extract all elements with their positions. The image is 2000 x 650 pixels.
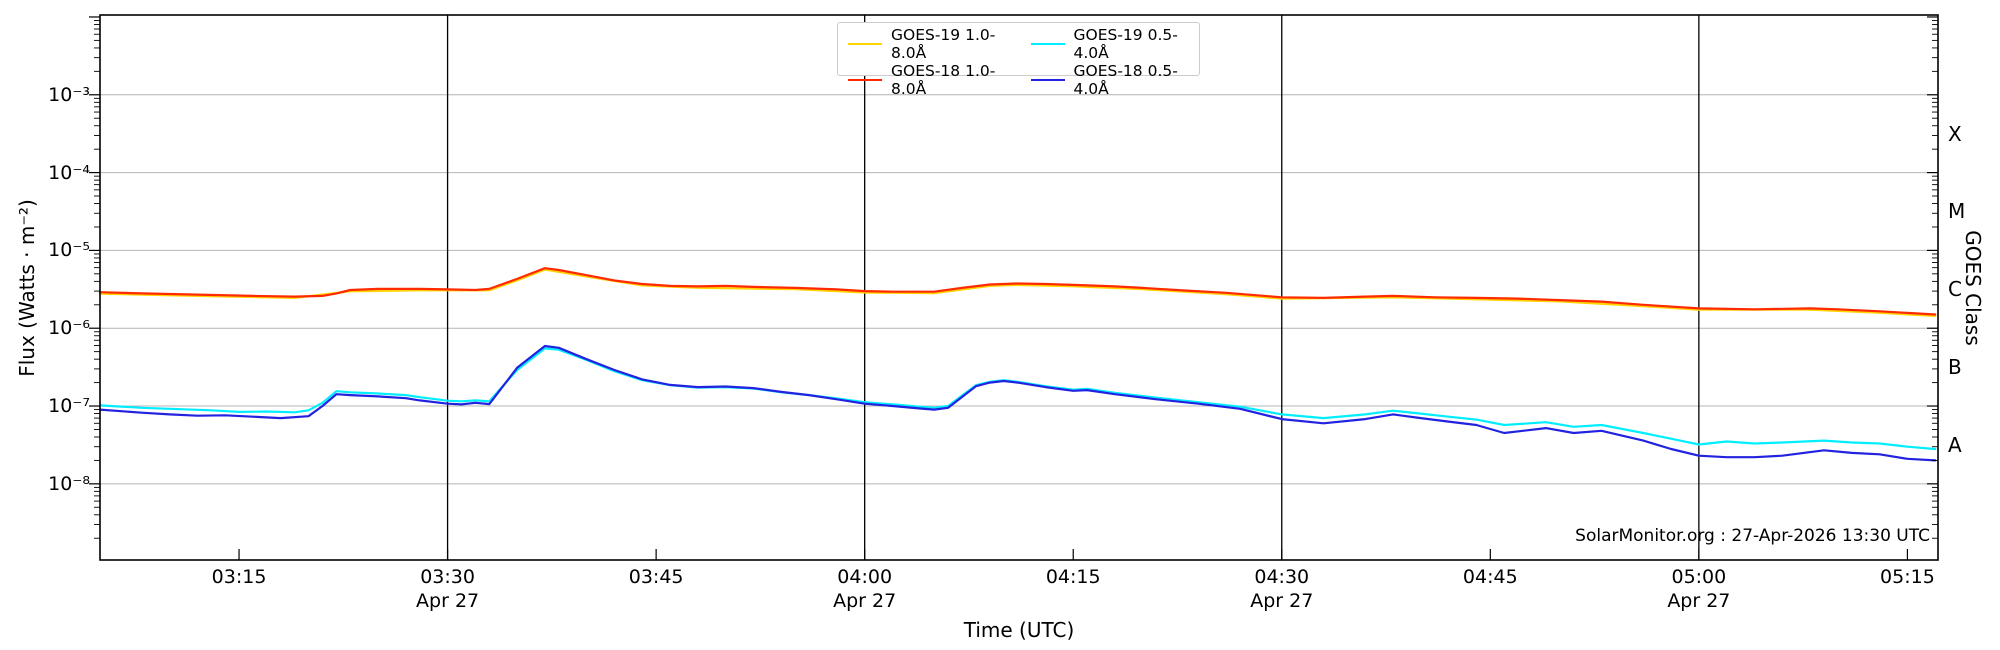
x-tick-label: 05:00 xyxy=(1671,566,1727,588)
legend-item-goes19-short: GOES-19 0.5-4.0Å xyxy=(1030,26,1190,62)
legend-label: GOES-18 1.0-8.0Å xyxy=(891,62,996,98)
goes-class-label: M xyxy=(1948,199,1966,224)
legend-line-swatch-goes18-long xyxy=(848,79,882,81)
x-tick-date-label: Apr 27 xyxy=(416,590,480,612)
x-tick-label: 03:30 xyxy=(420,566,475,588)
y-tick-label: 10⁻⁵ xyxy=(48,239,90,262)
goes-class-label: B xyxy=(1948,355,1962,380)
x-tick-label: 04:00 xyxy=(837,566,893,588)
legend-line-swatch-goes19-long xyxy=(848,43,882,45)
series-line-goes18-long xyxy=(98,267,1937,316)
legend-line-swatch-goes19-short xyxy=(1030,43,1065,45)
legend: GOES-19 1.0-8.0Å GOES-18 1.0-8.0Å GOES-19 … xyxy=(837,22,1200,98)
legend-label: GOES-19 0.5-4.0Å xyxy=(1073,26,1178,62)
y-tick-label: 10⁻⁸ xyxy=(48,472,90,495)
goes-class-label: X xyxy=(1948,121,1962,146)
x-axis-title: Time (UTC) xyxy=(963,618,1075,642)
y-tick-label: 10⁻⁶ xyxy=(48,317,90,340)
x-tick-label: 04:30 xyxy=(1254,566,1310,588)
series-line-goes19-short xyxy=(98,347,1937,451)
legend-line-swatch-goes18-short xyxy=(1030,79,1065,81)
y-tick-label: 10⁻⁷ xyxy=(48,395,90,418)
x-tick-date-label: Apr 27 xyxy=(1667,590,1731,612)
legend-item-goes18-short: GOES-18 0.5-4.0Å xyxy=(1030,62,1190,98)
x-tick-date-label: Apr 27 xyxy=(1250,590,1314,612)
x-tick-label: 05:15 xyxy=(1880,566,1935,588)
legend-item-goes18-long: GOES-18 1.0-8.0Å xyxy=(848,62,1007,98)
x-tick-label: 04:15 xyxy=(1045,566,1101,588)
series-line-goes19-long xyxy=(98,268,1937,317)
goes-class-label: A xyxy=(1948,432,1962,457)
y-tick-label: 10⁻³ xyxy=(48,83,90,106)
x-tick-label: 03:45 xyxy=(628,566,684,588)
plot-frame xyxy=(99,14,1939,561)
watermark-text: SolarMonitor.org : 27-Apr-2026 13:30 UTC xyxy=(1575,526,1930,546)
goes-class-label: C xyxy=(1948,277,1962,302)
y-tick-label: 10⁻⁴ xyxy=(48,161,90,184)
series-line-goes18-short xyxy=(98,344,1937,462)
legend-label: GOES-19 1.0-8.0Å xyxy=(891,26,996,62)
legend-item-goes19-long: GOES-19 1.0-8.0Å xyxy=(848,26,1007,62)
y-axis-title: Flux (Watts · m⁻²) xyxy=(15,199,39,377)
x-tick-label: 04:45 xyxy=(1462,566,1518,588)
right-axis-title: GOES Class xyxy=(1961,230,1985,346)
x-tick-date-label: Apr 27 xyxy=(833,590,897,612)
legend-label: GOES-18 0.5-4.0Å xyxy=(1073,62,1178,98)
x-tick-label: 03:15 xyxy=(211,566,267,588)
